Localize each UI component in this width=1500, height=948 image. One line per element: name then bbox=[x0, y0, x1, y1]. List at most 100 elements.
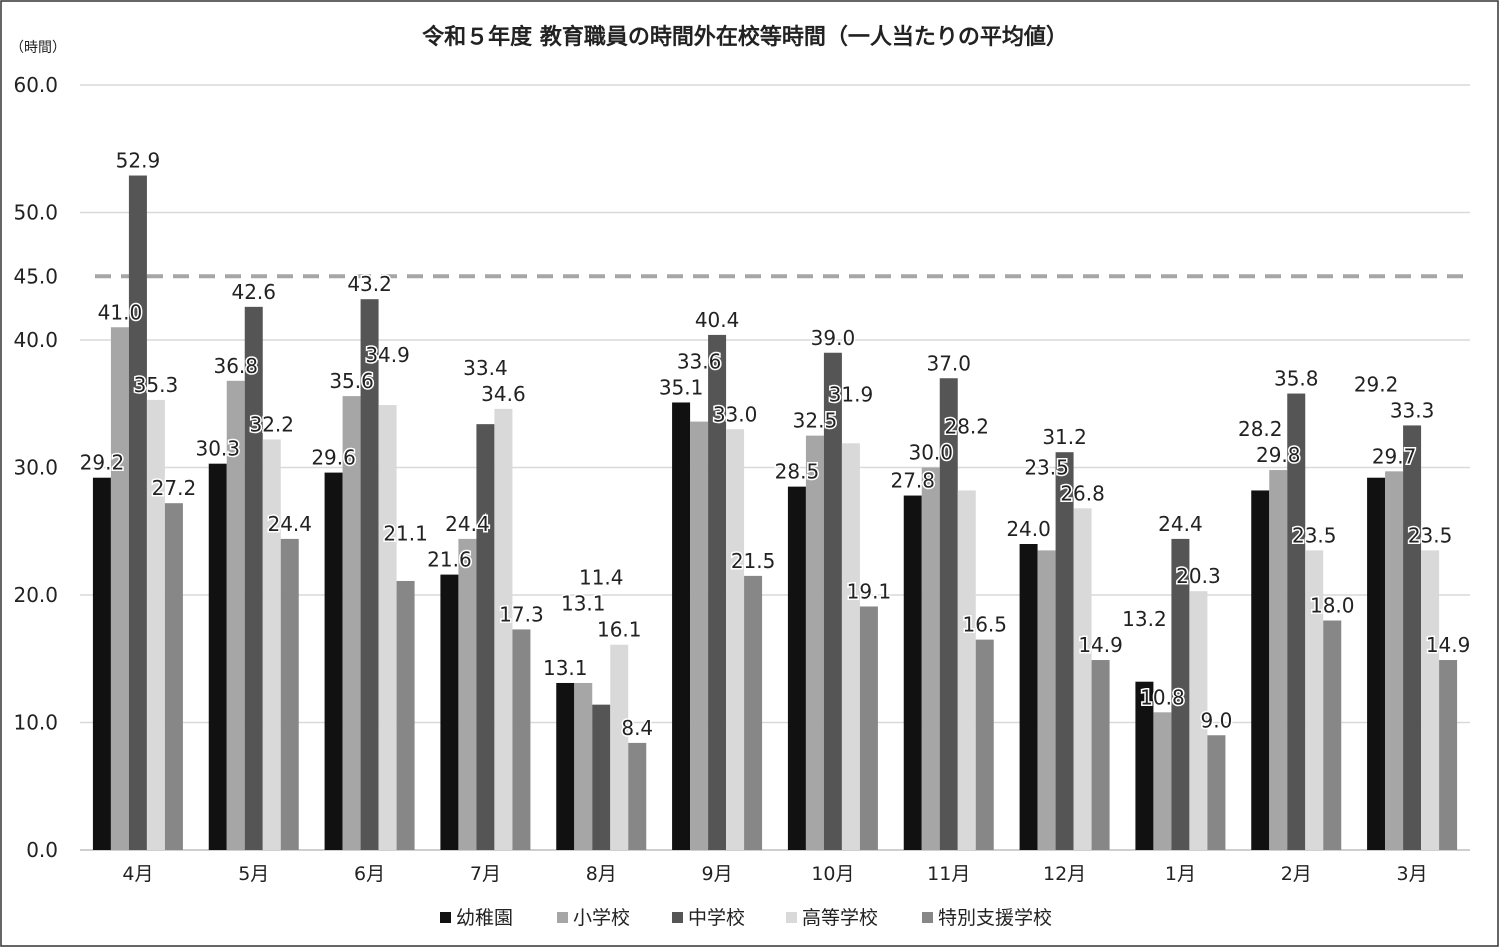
data-label: 29.8 bbox=[1256, 443, 1301, 467]
x-tick-label: 12月 bbox=[1043, 863, 1086, 885]
data-label: 28.5 bbox=[775, 460, 820, 484]
data-label: 33.4 bbox=[463, 356, 508, 380]
bar bbox=[226, 380, 245, 850]
bar bbox=[244, 306, 263, 851]
bar bbox=[744, 575, 763, 850]
data-label: 34.6 bbox=[481, 382, 526, 406]
data-label: 32.2 bbox=[249, 412, 294, 436]
bar bbox=[1305, 550, 1324, 850]
data-label: 19.1 bbox=[847, 579, 892, 603]
legend-swatch bbox=[440, 912, 451, 923]
data-label: 31.9 bbox=[829, 383, 874, 407]
data-label: 30.3 bbox=[195, 437, 240, 461]
data-label: 43.2 bbox=[347, 272, 392, 296]
data-label: 28.2 bbox=[944, 415, 989, 439]
data-label: 11.4 bbox=[579, 566, 624, 590]
bar bbox=[1251, 490, 1270, 850]
bar bbox=[1367, 477, 1386, 850]
data-label: 40.4 bbox=[695, 308, 740, 332]
bar bbox=[324, 472, 343, 850]
data-label: 35.8 bbox=[1274, 367, 1319, 391]
bar bbox=[708, 334, 727, 850]
x-tick-label: 5月 bbox=[238, 863, 269, 885]
x-tick-label: 3月 bbox=[1397, 863, 1428, 885]
data-label: 35.6 bbox=[329, 369, 374, 393]
bar bbox=[841, 443, 860, 850]
data-label: 37.0 bbox=[926, 351, 971, 375]
data-label: 24.0 bbox=[1006, 517, 1051, 541]
bar bbox=[262, 439, 281, 850]
bar bbox=[1073, 508, 1092, 850]
bar bbox=[903, 495, 922, 850]
data-label: 39.0 bbox=[811, 326, 856, 350]
x-tick-label: 8月 bbox=[586, 863, 617, 885]
bar bbox=[672, 402, 691, 850]
bar bbox=[1439, 660, 1458, 850]
y-tick-label: 45.0 bbox=[13, 264, 58, 288]
bar bbox=[1055, 452, 1074, 850]
data-label: 13.1 bbox=[543, 656, 588, 680]
data-label: 35.3 bbox=[134, 373, 179, 397]
chart-title: 令和５年度 教育職員の時間外在校等時間（一人当たりの平均値） bbox=[422, 24, 1068, 50]
data-label: 10.8 bbox=[1140, 685, 1185, 709]
bar bbox=[1091, 660, 1110, 850]
x-tick-label: 1月 bbox=[1165, 863, 1196, 885]
data-label: 24.4 bbox=[267, 512, 312, 536]
x-tick-label: 4月 bbox=[122, 863, 153, 885]
data-label: 13.1 bbox=[561, 592, 606, 616]
legend-label: 高等学校 bbox=[802, 907, 878, 929]
bar bbox=[146, 399, 165, 850]
data-label: 52.9 bbox=[116, 149, 161, 173]
data-label: 21.1 bbox=[383, 522, 428, 546]
data-label: 41.0 bbox=[98, 300, 143, 324]
data-label: 16.5 bbox=[962, 613, 1007, 637]
bar bbox=[1171, 538, 1190, 850]
bar bbox=[1207, 735, 1226, 850]
bar bbox=[823, 352, 842, 850]
y-tick-label: 0.0 bbox=[26, 838, 58, 862]
bar bbox=[1153, 712, 1172, 850]
legend-label: 幼稚園 bbox=[456, 907, 513, 929]
data-label: 27.2 bbox=[152, 476, 197, 500]
bar bbox=[1403, 425, 1422, 850]
data-label: 23.5 bbox=[1408, 523, 1453, 547]
bar bbox=[110, 327, 129, 850]
bar bbox=[1323, 620, 1342, 850]
data-label: 32.5 bbox=[793, 409, 838, 433]
bar bbox=[92, 477, 111, 850]
data-label: 17.3 bbox=[499, 602, 544, 626]
x-tick-label: 7月 bbox=[470, 863, 501, 885]
y-tick-label: 30.0 bbox=[13, 456, 58, 480]
bar bbox=[280, 538, 299, 850]
bar bbox=[592, 704, 611, 850]
bar bbox=[1037, 550, 1056, 850]
bar bbox=[726, 429, 745, 850]
data-label: 34.9 bbox=[365, 343, 410, 367]
bar bbox=[396, 580, 415, 850]
data-label: 18.0 bbox=[1310, 594, 1355, 618]
legend-swatch bbox=[672, 912, 683, 923]
legend-swatch bbox=[786, 912, 797, 923]
x-tick-label: 2月 bbox=[1281, 863, 1312, 885]
bar bbox=[1421, 550, 1440, 850]
data-label: 33.0 bbox=[713, 402, 758, 426]
data-label: 14.9 bbox=[1426, 633, 1471, 657]
data-label: 29.2 bbox=[1354, 372, 1399, 396]
y-tick-label: 50.0 bbox=[13, 201, 58, 225]
data-label: 29.2 bbox=[80, 451, 125, 475]
bar bbox=[1287, 393, 1306, 850]
data-label: 28.2 bbox=[1238, 417, 1283, 441]
data-label: 21.5 bbox=[731, 549, 776, 573]
x-tick-label: 11月 bbox=[927, 863, 970, 885]
y-tick-label: 60.0 bbox=[13, 73, 58, 97]
bar bbox=[494, 408, 513, 850]
data-label: 29.6 bbox=[311, 446, 356, 470]
x-tick-label: 6月 bbox=[354, 863, 385, 885]
bar bbox=[208, 463, 227, 850]
bar bbox=[610, 644, 629, 850]
data-label: 29.7 bbox=[1372, 444, 1417, 468]
data-label: 24.4 bbox=[1158, 512, 1203, 536]
bar bbox=[957, 490, 976, 850]
data-label: 13.2 bbox=[1122, 607, 1167, 631]
